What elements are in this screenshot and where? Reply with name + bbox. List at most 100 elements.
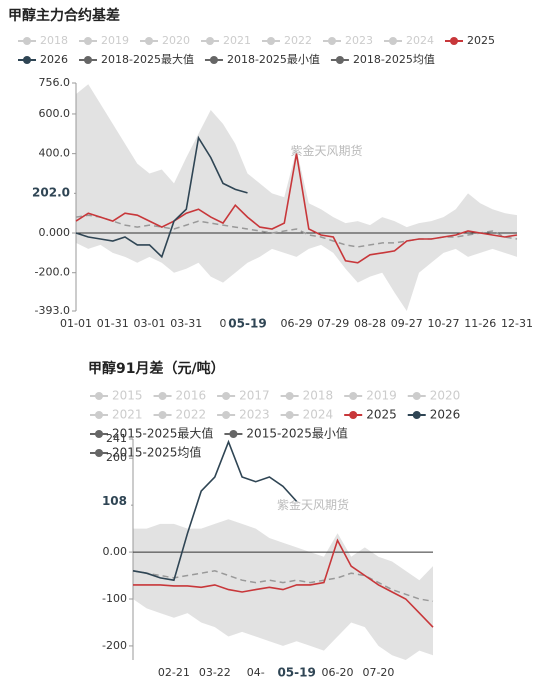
x-tick-label: 10-27	[428, 317, 460, 330]
legend-label: 2025	[467, 34, 495, 47]
legend-marker	[95, 430, 103, 438]
legend-label: 2018-2025最小值	[227, 53, 320, 66]
series-line	[133, 538, 434, 628]
x-tick-label: 04-	[247, 666, 265, 679]
y-tick-label: 200	[106, 451, 127, 464]
pointer-x-bg	[274, 664, 319, 682]
y-tick-label: -393.0	[35, 304, 70, 317]
legend-marker	[95, 449, 103, 457]
legend-marker	[349, 411, 358, 419]
legend-marker	[328, 37, 336, 45]
range-band	[76, 84, 517, 311]
legend-marker	[412, 411, 421, 419]
y-tick-label: -100	[102, 592, 127, 605]
y-tick-label: 0.000	[39, 226, 71, 239]
series-line	[132, 439, 298, 582]
x-tick-label: 06-20	[322, 666, 354, 679]
x-tick-label: 06-29	[281, 317, 313, 330]
legend-marker	[158, 392, 167, 400]
legend-marker	[412, 392, 421, 400]
legend-label: 2022	[284, 34, 312, 47]
y-tick-label: 400.0	[39, 147, 71, 160]
legend-marker	[145, 37, 153, 45]
y-tick-label: 756.0	[39, 76, 71, 89]
legend-label: 2021	[112, 408, 143, 422]
legend-marker	[267, 37, 275, 45]
y-tick-label: -200.0	[35, 266, 70, 279]
legend-label: 2019	[366, 389, 397, 403]
legend-marker	[206, 37, 214, 45]
legend-label: 2016	[176, 389, 207, 403]
x-tick-label: 03-01	[134, 317, 166, 330]
x-tick-label: 0	[220, 317, 227, 330]
watermark: 紫金天风期货	[277, 497, 349, 512]
legend-label: 2025	[366, 408, 397, 422]
x-tick-label: 02-21	[158, 666, 190, 679]
legend-label: 2018	[40, 34, 68, 47]
legend-label: 2015-2025均值	[112, 445, 201, 460]
x-tick-label: 03-22	[199, 666, 231, 679]
legend-label: 2023	[239, 408, 270, 422]
chart-title: 甲醇91月差（元/吨）	[88, 360, 225, 377]
y-tick-label: 241	[106, 432, 127, 445]
legend-label: 2018-2025均值	[353, 53, 435, 66]
x-tick-label: 03-31	[170, 317, 202, 330]
legend-marker	[349, 392, 358, 400]
legend-marker	[335, 56, 344, 64]
legend-marker	[450, 37, 458, 45]
legend-label: 2022	[176, 408, 207, 422]
y-tick-label: 600.0	[39, 107, 71, 120]
legend-marker	[84, 56, 92, 64]
legend-label: 2023	[345, 34, 373, 47]
legend-label: 2017	[239, 389, 270, 403]
legend-marker	[285, 392, 294, 400]
x-tick-label: 11-26	[464, 317, 496, 330]
chart-title: 甲醇主力合约基差	[8, 7, 120, 24]
x-tick-label: 07-29	[317, 317, 349, 330]
legend-label: 2020	[430, 389, 461, 403]
series-line	[75, 135, 248, 259]
legend-marker	[23, 56, 31, 64]
legend-marker	[158, 411, 167, 419]
legend-label: 2015	[112, 389, 143, 403]
x-tick-label: 07-20	[362, 666, 394, 679]
legend-marker	[23, 37, 31, 45]
legend-marker	[84, 37, 92, 45]
pointer-x-bg	[225, 315, 270, 333]
mean-line	[132, 570, 434, 603]
legend-label: 2019	[101, 34, 129, 47]
legend-label: 2021	[223, 34, 251, 47]
y-tick-label: -200	[102, 639, 127, 652]
legend-label: 2026	[40, 53, 68, 66]
legend-label: 2015-2025最小值	[246, 426, 347, 441]
legend-label: 2018	[303, 389, 334, 403]
legend-label: 2015-2025最大值	[112, 426, 213, 441]
pointer-x-label: 05-19	[228, 317, 266, 331]
legend-label: 2018-2025最大值	[101, 52, 194, 66]
legend-label: 2020	[162, 34, 190, 47]
pointer-x-label: 05-19	[277, 666, 315, 680]
legend-marker	[209, 56, 218, 64]
legend-label: 2024	[303, 408, 334, 422]
pointer-y-bg	[91, 492, 131, 511]
x-tick-label: 01-31	[97, 317, 129, 330]
x-tick-label: 08-28	[354, 317, 386, 330]
x-tick-label: 09-27	[391, 317, 423, 330]
legend-marker	[285, 411, 294, 419]
legend-marker	[222, 411, 231, 419]
pointer-y-label: 108	[102, 494, 127, 508]
x-tick-label: 12-31	[501, 317, 533, 330]
y-tick-label: 0.00	[103, 545, 128, 558]
x-tick-label: 01-01	[60, 317, 92, 330]
legend-label: 2024	[406, 34, 434, 47]
legend-label: 2026	[430, 408, 461, 422]
legend-marker	[389, 37, 397, 45]
pointer-y-label: 202.0	[32, 185, 70, 199]
watermark: 紫金天风期货	[290, 143, 362, 158]
series-line	[75, 153, 518, 264]
legend-marker	[222, 392, 231, 400]
legend-marker	[95, 392, 103, 400]
legend-marker	[95, 411, 103, 419]
pointer-y-bg	[34, 183, 74, 202]
